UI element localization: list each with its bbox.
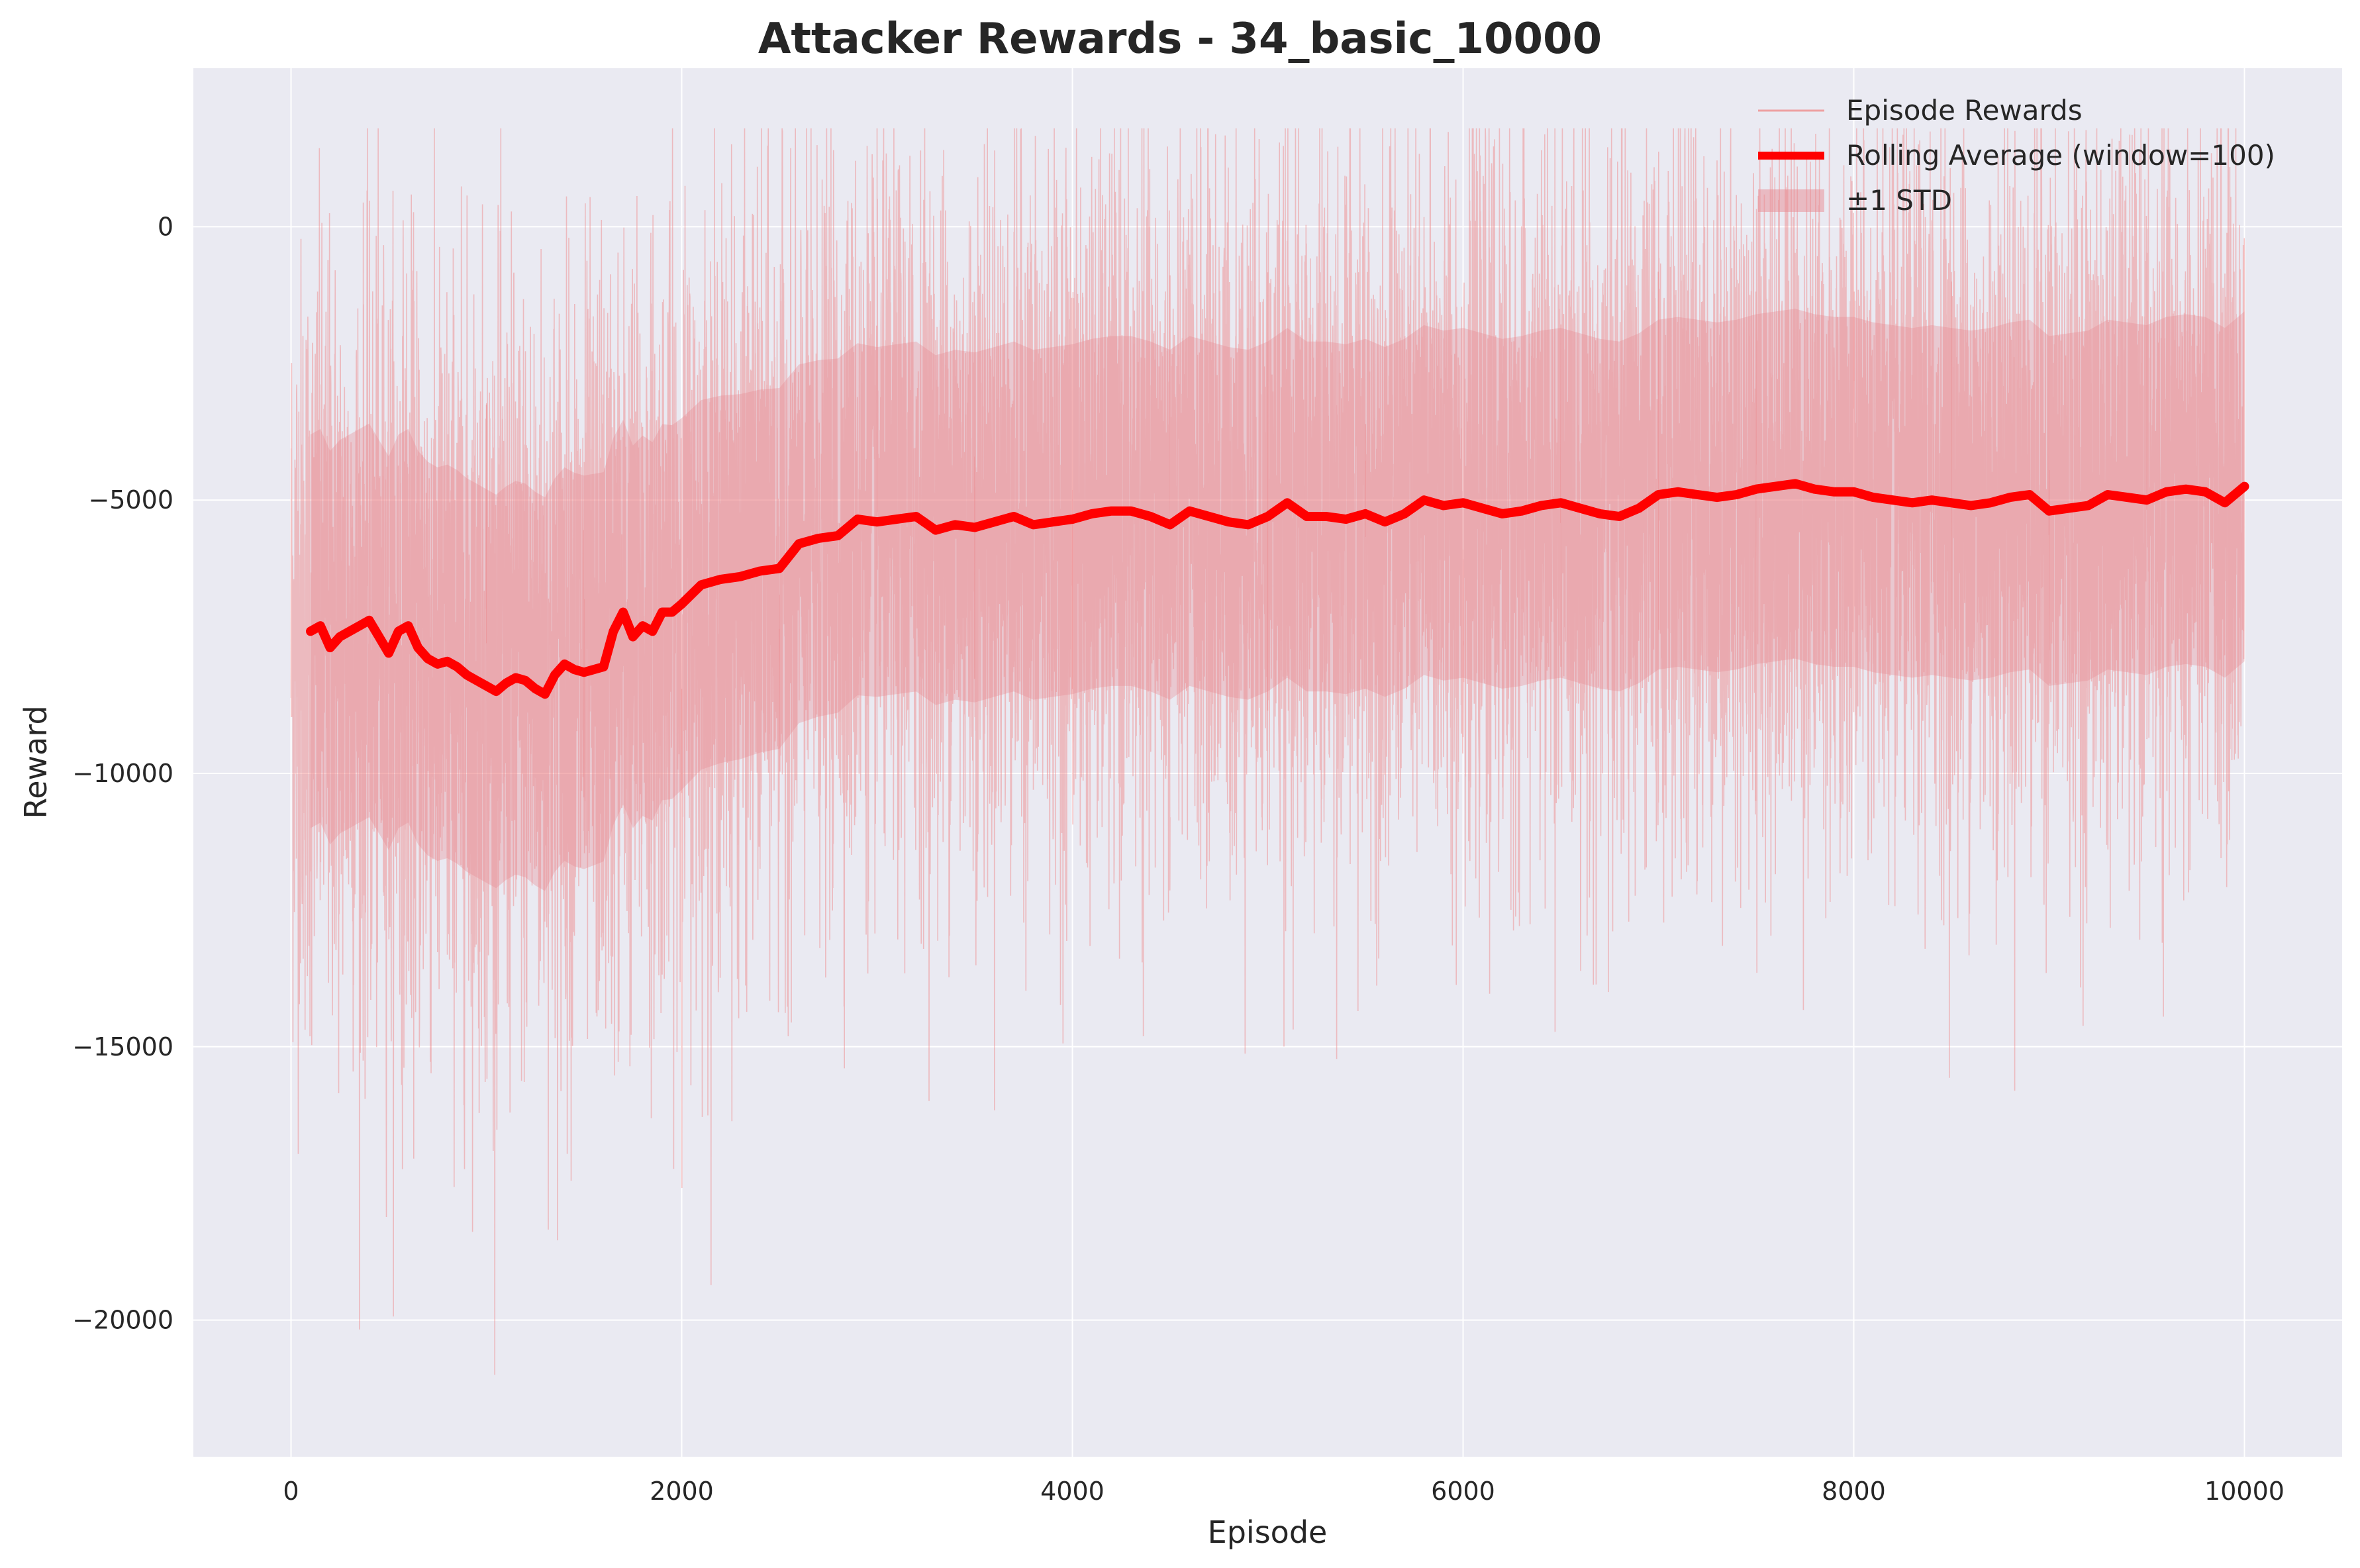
legend-label-rolling-average: Rolling Average (window=100)	[1846, 139, 2275, 172]
x-tick-label: 10000	[2204, 1477, 2285, 1506]
y-tick-label: −20000	[72, 1306, 173, 1335]
std-band	[311, 309, 2245, 891]
x-tick-label: 4000	[1040, 1477, 1105, 1506]
episode-rewards-line-segment	[1951, 128, 2050, 1091]
episode-rewards-series	[290, 128, 2245, 1375]
episode-rewards-line-segment	[1560, 128, 1659, 993]
y-axis-label: Reward	[18, 705, 54, 818]
rolling-average-line	[306, 479, 2249, 699]
chart-title: Attacker Rewards - 34_basic_10000	[758, 15, 1602, 64]
x-tick-label: 8000	[1822, 1477, 1886, 1506]
episode-rewards-line-segment	[2048, 128, 2147, 1026]
episode-rewards-line-segment	[388, 128, 487, 1317]
x-axis-label: Episode	[1208, 1514, 1328, 1550]
episode-rewards-line-segment	[1267, 128, 1366, 1059]
episode-rewards-line-segment	[290, 128, 389, 1330]
x-tick-label: 2000	[650, 1477, 714, 1506]
y-tick-label: −5000	[88, 485, 173, 514]
y-tick-label: −15000	[72, 1032, 173, 1061]
episode-rewards-line-segment	[681, 128, 780, 1285]
episode-rewards-line-segment	[1365, 128, 1464, 986]
episode-rewards-line-segment	[1169, 128, 1269, 1054]
episode-rewards-line-segment	[779, 128, 878, 1069]
episode-rewards-line-segment	[485, 128, 585, 1375]
episode-rewards-line-segment	[974, 128, 1073, 1110]
y-tick-label: −10000	[72, 759, 173, 788]
episode-rewards-line-segment	[1853, 128, 1952, 1078]
legend: Episode Rewards Rolling Average (window=…	[1758, 94, 2275, 217]
episode-rewards-line-segment	[1071, 128, 1171, 1037]
legend-label-std: ±1 STD	[1846, 184, 1952, 217]
plot-area	[193, 68, 2342, 1457]
legend-label-episode-rewards: Episode Rewards	[1846, 94, 2083, 126]
x-tick-label: 6000	[1431, 1477, 1495, 1506]
grid-lines	[193, 68, 2342, 1457]
x-axis-ticks: 0 2000 4000 6000 8000 10000	[283, 1477, 2285, 1506]
episode-rewards-line-segment	[1657, 128, 1757, 946]
episode-rewards-line-segment	[876, 128, 975, 1101]
episode-rewards-line-segment	[1755, 128, 1855, 1010]
y-axis-ticks: 0 −5000 −10000 −15000 −20000	[72, 212, 173, 1334]
episode-rewards-line-segment	[2146, 128, 2245, 1017]
episode-rewards-line-segment	[583, 128, 683, 1169]
y-tick-label: 0	[158, 212, 173, 241]
legend-swatch-std	[1758, 189, 1824, 212]
x-tick-label: 0	[283, 1477, 299, 1506]
